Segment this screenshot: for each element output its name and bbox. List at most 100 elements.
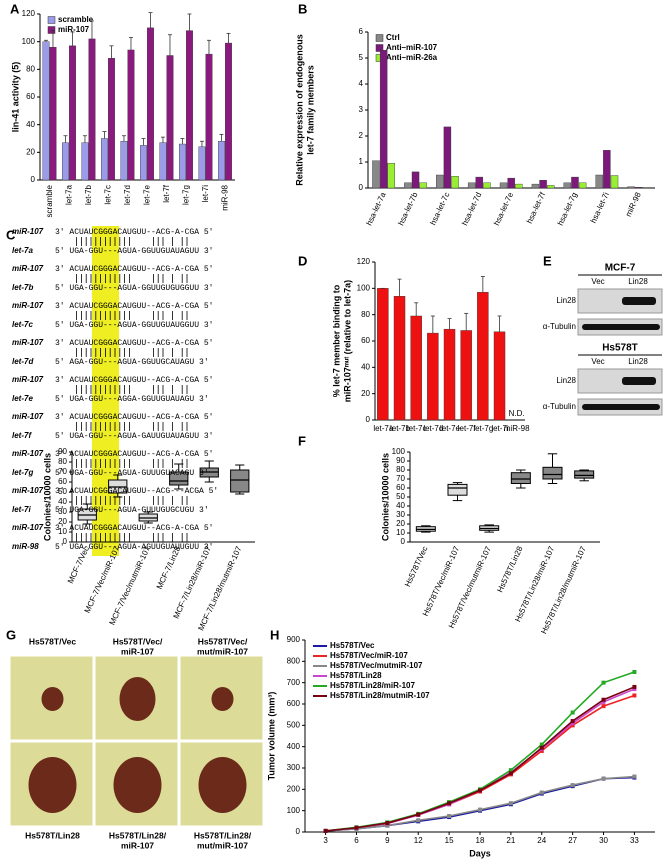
bar [563,182,572,189]
bar [635,187,643,189]
y-axis-label: Colonies/10000 cells [42,453,52,541]
x-tick-label: hsa-let-7f [525,190,548,225]
x-tick-label: hsa-let-7b [396,190,419,227]
point [570,719,575,724]
x-tick-label: let-7g [473,424,493,433]
bar [475,176,484,189]
bar [179,143,186,181]
y-tick-label: 100 [287,806,301,815]
mirna-name: miR-107 [12,449,44,458]
y-tick-label: 50 [58,487,67,496]
tumor [28,757,77,813]
bar [379,50,388,189]
y-tick-label: 60 [361,336,370,345]
mirna-name: let-7b [12,283,33,292]
na-label: N.D. [509,409,525,418]
tumor [41,687,64,711]
x-tick-label: hsa-let-7e [492,190,515,227]
y-axis-label: Relative expression of endogenous [294,34,304,186]
y-tick-label: 20 [396,519,405,528]
y-tick-label: 30 [396,510,405,519]
sequence: 3' ACUAUCGGGACAUGUU--ACG-A-CGA 5' [55,302,213,311]
y-tick-label: 0 [359,183,364,192]
point [601,776,606,781]
bar [404,182,412,189]
x-tick-label: 18 [476,836,485,845]
y-axis-label: % let-7 member binding to [331,284,341,397]
mirna-name: miR-107 [12,523,44,532]
y-tick-label: 80 [396,465,405,474]
point [447,801,452,806]
bar [642,187,651,189]
bar [62,142,69,181]
legend-swatch [47,26,56,34]
x-tick-label: let-7d [423,424,443,433]
bar [42,41,50,181]
bar [460,330,472,421]
x-tick-label: 33 [630,836,639,845]
y-tick-label: 10 [58,527,67,536]
series-line [325,776,635,832]
bar [101,138,108,181]
x-tick-label: miR-98 [504,424,530,433]
photo-label: mut/miR-107 [197,646,248,656]
sequence: 5' UGA-GGU---AGUA-GUUUGUACAGU 3' [55,469,209,478]
bar [377,288,389,421]
panel-label: H [270,627,279,642]
bar [393,296,406,421]
lane-label: Vec [591,277,604,286]
x-tick-label: let-7c [103,185,112,205]
mirna-name: miR-107 [12,412,44,421]
bar [88,38,96,181]
x-tick-label: 24 [537,836,546,845]
lane-label: Vec [591,357,604,366]
y-tick-label: 30 [58,507,67,516]
sequence: 5' UGA-GGU---AGUA-GGUUGUAUGGUU 3' [55,321,213,330]
sequence: 5' AGA-GGU---AGUA-GGUUGCAUAGU 3' [55,358,209,367]
y-tick-label: 200 [287,784,301,793]
point [508,771,513,776]
sequence: 3' ACUAUCGGGACAUGUU--ACG-A-CGA 5' [55,376,213,385]
y-tick-label: 80 [26,64,35,73]
bar [166,55,174,181]
bar [198,146,206,181]
y-tick-label: 10 [396,528,405,537]
cell-line: Hs578T [602,343,638,354]
point [508,768,513,773]
photo-label: miR-107 [121,646,154,656]
x-tick-label: miR-98 [220,184,229,210]
y-tick-label: 70 [58,467,67,476]
y-tick-label: 3 [359,105,364,114]
y-tick-label: 120 [22,9,36,18]
legend-label: Anti–miR-107 [386,43,438,52]
x-tick-label: let-7c [407,424,427,433]
panel-label: G [6,627,16,642]
bar [186,30,193,181]
bar [436,174,444,189]
bar [419,182,427,189]
bar [610,175,619,189]
photo-label: Hs578T/Lin28/ [194,830,252,840]
x-tick-label: let-7b [84,184,93,205]
point [416,812,421,817]
x-tick-label: let-7d [123,185,132,205]
mirna-name: miR-107 [12,338,44,347]
y-tick-label: 20 [26,147,35,156]
mirna-name: let-7a [12,246,33,255]
row-label: α-Tubulin [543,402,576,411]
bar [571,176,579,189]
bar [515,183,523,189]
tumor [211,687,234,711]
x-tick-label: Hs578T/Vec [403,545,430,588]
y-tick-label: 400 [287,742,301,751]
band [622,377,656,385]
photo-label: Hs578T/Vec [29,636,77,646]
mirna-name: miR-98 [12,542,39,551]
sequence: 5' UGA-GGU---AGUA-GAUUGUAUAGUU 3' [55,432,213,441]
x-tick-label: 12 [414,836,423,845]
photo-label: Hs578T/Vec/ [113,636,163,646]
y-tick-label: 2 [359,131,364,140]
y-tick-label: 800 [287,656,301,665]
bar [595,174,603,189]
